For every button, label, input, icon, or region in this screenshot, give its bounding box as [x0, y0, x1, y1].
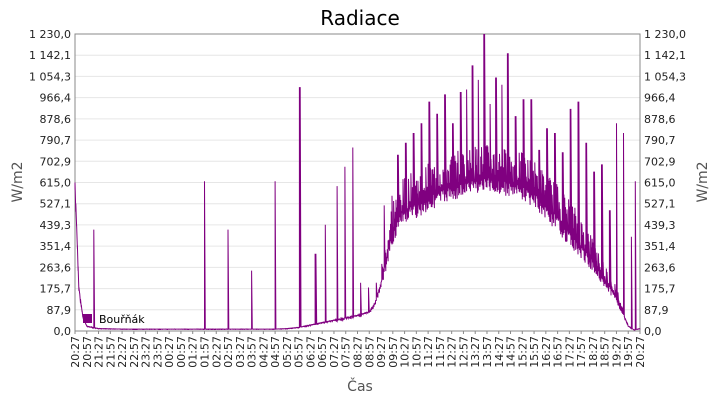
x-tick-label: 15:57 — [528, 336, 541, 368]
x-tick-label: 13:57 — [481, 336, 494, 368]
x-tick-label: 02:57 — [222, 336, 235, 368]
y-tick-label-right: 351,4 — [644, 240, 676, 253]
y-tick-label-right: 0,0 — [644, 325, 662, 338]
x-tick-label: 02:27 — [210, 336, 223, 368]
y-tick-label-right: 175,7 — [644, 283, 676, 296]
x-tick-label: 11:57 — [434, 336, 447, 368]
y-tick-label: 527,1 — [40, 198, 72, 211]
y-tick-label-right: 1 142,1 — [644, 49, 686, 62]
y-tick-label: 351,4 — [40, 240, 72, 253]
y-tick-label: 1 142,1 — [29, 49, 71, 62]
x-tick-label: 23:57 — [151, 336, 164, 368]
x-tick-label: 08:27 — [352, 336, 365, 368]
x-tick-label: 22:57 — [128, 336, 141, 368]
x-axis: 20:2720:5721:2721:5722:2722:5723:2723:57… — [69, 331, 647, 368]
y-tick-label: 263,6 — [40, 261, 72, 274]
x-tick-label: 00:27 — [163, 336, 176, 368]
x-axis-title: Čas — [347, 377, 373, 395]
grid-lines — [75, 33, 640, 332]
x-tick-label: 03:57 — [246, 336, 259, 368]
y-tick-label: 175,7 — [40, 283, 72, 296]
x-tick-label: 16:57 — [552, 336, 565, 368]
y-tick-label: 1 054,3 — [29, 70, 71, 83]
x-tick-label: 14:57 — [505, 336, 518, 368]
x-tick-label: 03:27 — [234, 336, 247, 368]
x-tick-label: 06:27 — [304, 336, 317, 368]
legend-label: Bouřňák — [99, 313, 145, 326]
x-tick-label: 19:57 — [622, 336, 635, 368]
legend-swatch — [83, 314, 92, 323]
x-tick-label: 10:57 — [410, 336, 423, 368]
x-tick-label: 18:57 — [599, 336, 612, 368]
x-tick-label: 17:57 — [575, 336, 588, 368]
y-tick-label: 790,7 — [40, 134, 72, 147]
x-tick-label: 00:57 — [175, 336, 188, 368]
y-tick-label-right: 878,6 — [644, 113, 676, 126]
x-tick-label: 04:27 — [257, 336, 270, 368]
y-axis-right: 0,0 87,9 175,7 263,6 351,4 439,3 527,1 615,0 702… — [644, 28, 686, 338]
x-tick-label: 05:27 — [281, 336, 294, 368]
x-tick-label: 09:57 — [387, 336, 400, 368]
x-tick-label: 13:27 — [469, 336, 482, 368]
y-axis-left: 0,0 87,9 175,7 263,6 351,4 439,3 527,1 615,0 702… — [29, 28, 71, 338]
y-tick-label-right: 263,6 — [644, 261, 676, 274]
x-tick-label: 08:57 — [363, 336, 376, 368]
x-tick-label: 17:27 — [563, 336, 576, 368]
y-tick-label: 1 230,0 — [29, 28, 71, 41]
series-line-bournak — [74, 33, 641, 331]
x-tick-label: 01:57 — [198, 336, 211, 368]
x-tick-label: 07:57 — [340, 336, 353, 368]
x-tick-label: 04:57 — [269, 336, 282, 368]
y-tick-label-right: 527,1 — [644, 198, 676, 211]
x-tick-label: 20:27 — [634, 336, 647, 368]
y-tick-label: 702,9 — [40, 155, 72, 168]
x-tick-label: 18:27 — [587, 336, 600, 368]
y-tick-label-right: 87,9 — [644, 304, 669, 317]
x-tick-label: 23:27 — [140, 336, 153, 368]
x-tick-label: 11:27 — [422, 336, 435, 368]
legend: Bouřňák — [83, 313, 145, 326]
y-tick-label: 87,9 — [47, 304, 72, 317]
x-tick-label: 21:57 — [104, 336, 117, 368]
y-tick-label-right: 1 054,3 — [644, 70, 686, 83]
x-tick-label: 06:57 — [316, 336, 329, 368]
x-tick-label: 09:27 — [375, 336, 388, 368]
y-tick-label-right: 966,4 — [644, 92, 676, 105]
y-axis-title-left: W/m2 — [10, 161, 26, 202]
y-axis-title-right: W/m2 — [695, 161, 711, 202]
x-tick-label: 20:57 — [81, 336, 94, 368]
x-tick-label: 19:27 — [610, 336, 623, 368]
x-tick-label: 16:27 — [540, 336, 553, 368]
y-tick-label-right: 439,3 — [644, 219, 676, 232]
y-tick-label: 615,0 — [40, 177, 72, 190]
x-tick-label: 15:27 — [516, 336, 529, 368]
x-tick-label: 20:27 — [69, 336, 82, 368]
y-tick-label-right: 790,7 — [644, 134, 676, 147]
x-tick-label: 10:27 — [399, 336, 412, 368]
y-tick-label: 0,0 — [54, 325, 72, 338]
x-tick-label: 01:27 — [187, 336, 200, 368]
x-tick-label: 22:27 — [116, 336, 129, 368]
y-tick-label: 966,4 — [40, 92, 72, 105]
chart-title: Radiace — [320, 6, 400, 30]
x-tick-label: 07:27 — [328, 336, 341, 368]
y-tick-label: 439,3 — [40, 219, 72, 232]
x-tick-label: 21:27 — [93, 336, 106, 368]
y-tick-label-right: 702,9 — [644, 155, 676, 168]
x-tick-label: 05:57 — [293, 336, 306, 368]
y-tick-label-right: 1 230,0 — [644, 28, 686, 41]
x-tick-label: 14:27 — [493, 336, 506, 368]
y-tick-label-right: 615,0 — [644, 177, 676, 190]
y-tick-label: 878,6 — [40, 113, 72, 126]
x-tick-label: 12:57 — [457, 336, 470, 368]
x-tick-label: 12:27 — [446, 336, 459, 368]
